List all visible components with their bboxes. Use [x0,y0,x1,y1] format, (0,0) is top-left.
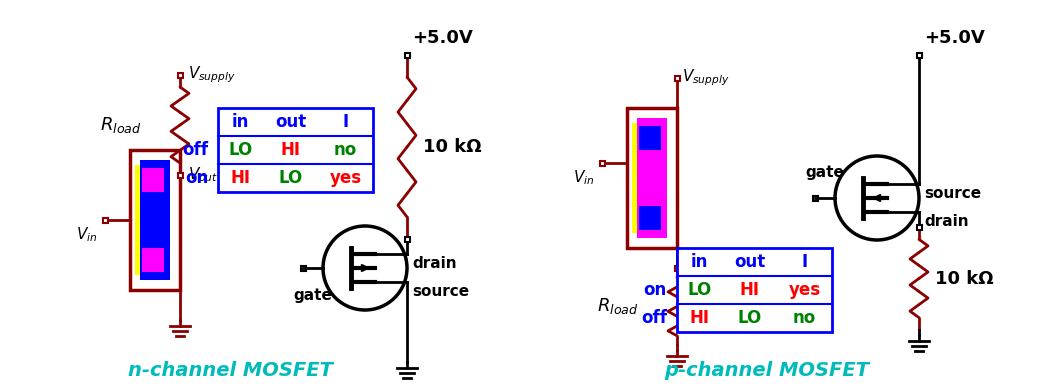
Text: $V_{out}$: $V_{out}$ [188,166,218,184]
Bar [404,53,410,58]
Text: I: I [343,113,349,131]
Text: yes: yes [788,281,820,299]
Circle shape [323,226,407,310]
Bar [674,265,679,270]
Bar [142,248,164,272]
Text: 10 kΩ: 10 kΩ [935,270,994,287]
Text: off: off [641,309,667,327]
Text: HI: HI [280,141,301,159]
Text: I: I [802,253,808,271]
Text: +5.0V: +5.0V [924,29,984,47]
Text: off: off [182,141,208,159]
Bar [677,248,832,332]
Text: $V_{supply}$: $V_{supply}$ [188,65,236,85]
Bar [178,73,183,78]
Text: out: out [734,253,765,271]
Text: $R_{load}$: $R_{load}$ [597,296,638,316]
Bar [102,218,108,223]
Text: in: in [232,113,249,131]
Text: on: on [644,281,667,299]
Text: drain: drain [924,214,969,229]
Bar [637,118,667,238]
Text: +5.0V: +5.0V [412,29,472,47]
Bar [638,126,661,150]
Text: $V_{in}$: $V_{in}$ [573,168,594,187]
Text: HI: HI [690,309,710,327]
Text: 10 kΩ: 10 kΩ [423,138,482,156]
Bar [142,168,164,192]
Bar [600,160,604,165]
Bar [674,76,679,80]
Text: on: on [185,169,208,187]
Text: drain: drain [412,256,457,271]
Text: no: no [793,309,816,327]
Text: source: source [412,284,469,299]
Text: p-channel MOSFET: p-channel MOSFET [665,361,869,379]
Text: $R_{load}$: $R_{load}$ [100,115,141,135]
Bar [916,53,922,58]
Text: HI: HI [740,281,760,299]
Text: $V_{supply}$: $V_{supply}$ [682,68,729,88]
Text: LO: LO [229,141,253,159]
Bar [813,196,817,200]
Bar [638,206,661,230]
Bar [130,150,180,290]
Text: out: out [275,113,306,131]
Text: LO: LO [278,169,303,187]
Bar [178,172,183,178]
Text: gate: gate [806,165,844,180]
Bar [218,108,373,192]
Bar [632,123,637,233]
Text: LO: LO [688,281,712,299]
Text: LO: LO [738,309,762,327]
Text: yes: yes [329,169,362,187]
Text: $V_{in}$: $V_{in}$ [75,225,97,244]
Bar [627,108,677,248]
Circle shape [835,156,919,240]
Bar [916,225,922,229]
Bar [404,236,410,241]
Text: in: in [691,253,709,271]
Text: gate: gate [294,288,332,303]
Text: source: source [924,186,981,201]
Bar [301,265,305,270]
Text: HI: HI [231,169,251,187]
Text: n-channel MOSFET: n-channel MOSFET [127,361,332,379]
Text: no: no [333,141,357,159]
Text: $V_{out}$: $V_{out}$ [683,259,714,278]
Bar [140,160,170,280]
Bar [135,165,140,275]
